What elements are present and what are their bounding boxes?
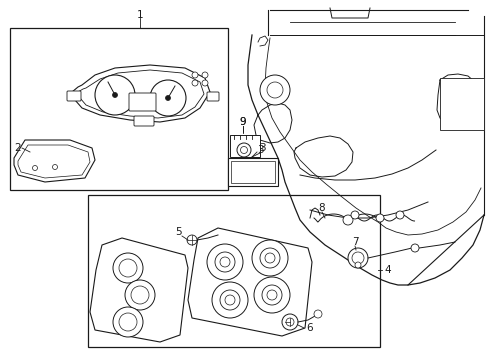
Circle shape xyxy=(220,290,240,310)
Bar xyxy=(10,28,227,190)
Circle shape xyxy=(215,252,235,272)
Circle shape xyxy=(262,285,282,305)
Circle shape xyxy=(192,80,198,86)
Bar xyxy=(88,195,379,347)
Circle shape xyxy=(266,82,283,98)
Text: 9: 9 xyxy=(239,117,246,127)
Circle shape xyxy=(186,235,197,245)
Circle shape xyxy=(150,80,185,116)
Polygon shape xyxy=(90,238,187,342)
FancyBboxPatch shape xyxy=(206,92,219,101)
Bar xyxy=(230,161,274,183)
Circle shape xyxy=(282,314,297,330)
Text: 3: 3 xyxy=(258,143,265,153)
Polygon shape xyxy=(78,70,203,118)
Text: 2: 2 xyxy=(15,143,21,153)
Circle shape xyxy=(32,166,38,171)
Circle shape xyxy=(224,295,235,305)
Text: 1: 1 xyxy=(137,10,143,20)
Text: 8: 8 xyxy=(318,203,325,213)
Circle shape xyxy=(113,253,142,283)
Text: 3: 3 xyxy=(256,145,263,155)
Circle shape xyxy=(119,259,137,277)
Circle shape xyxy=(266,290,276,300)
Circle shape xyxy=(240,147,247,153)
Circle shape xyxy=(212,282,247,318)
Polygon shape xyxy=(14,140,95,182)
Circle shape xyxy=(202,80,207,86)
Circle shape xyxy=(95,75,135,115)
Circle shape xyxy=(112,93,117,98)
Bar xyxy=(229,135,260,157)
Bar xyxy=(227,158,278,186)
Text: 5: 5 xyxy=(174,227,181,237)
Text: 6: 6 xyxy=(306,323,313,333)
Text: 9: 9 xyxy=(239,117,246,127)
FancyBboxPatch shape xyxy=(134,116,154,126)
FancyBboxPatch shape xyxy=(67,91,81,101)
Circle shape xyxy=(113,307,142,337)
Text: 7: 7 xyxy=(351,237,358,247)
Circle shape xyxy=(52,165,58,170)
Circle shape xyxy=(237,143,250,157)
Circle shape xyxy=(264,253,274,263)
Circle shape xyxy=(410,244,418,252)
Polygon shape xyxy=(187,228,311,336)
Circle shape xyxy=(253,277,289,313)
Circle shape xyxy=(260,75,289,105)
Circle shape xyxy=(354,262,360,268)
Bar xyxy=(439,78,483,130)
Circle shape xyxy=(165,95,170,100)
Circle shape xyxy=(351,252,363,264)
Circle shape xyxy=(285,318,293,326)
Circle shape xyxy=(125,280,155,310)
Circle shape xyxy=(347,248,367,268)
Circle shape xyxy=(313,310,321,318)
Circle shape xyxy=(220,257,229,267)
Circle shape xyxy=(192,72,198,78)
Circle shape xyxy=(251,240,287,276)
Circle shape xyxy=(131,286,149,304)
Circle shape xyxy=(395,211,403,219)
Text: 4: 4 xyxy=(384,265,390,275)
Circle shape xyxy=(350,211,358,219)
Circle shape xyxy=(342,215,352,225)
Circle shape xyxy=(119,313,137,331)
Circle shape xyxy=(260,248,280,268)
FancyBboxPatch shape xyxy=(129,93,156,111)
Polygon shape xyxy=(18,145,90,178)
Circle shape xyxy=(375,214,383,222)
Polygon shape xyxy=(72,65,209,122)
Circle shape xyxy=(206,244,243,280)
Circle shape xyxy=(202,72,207,78)
